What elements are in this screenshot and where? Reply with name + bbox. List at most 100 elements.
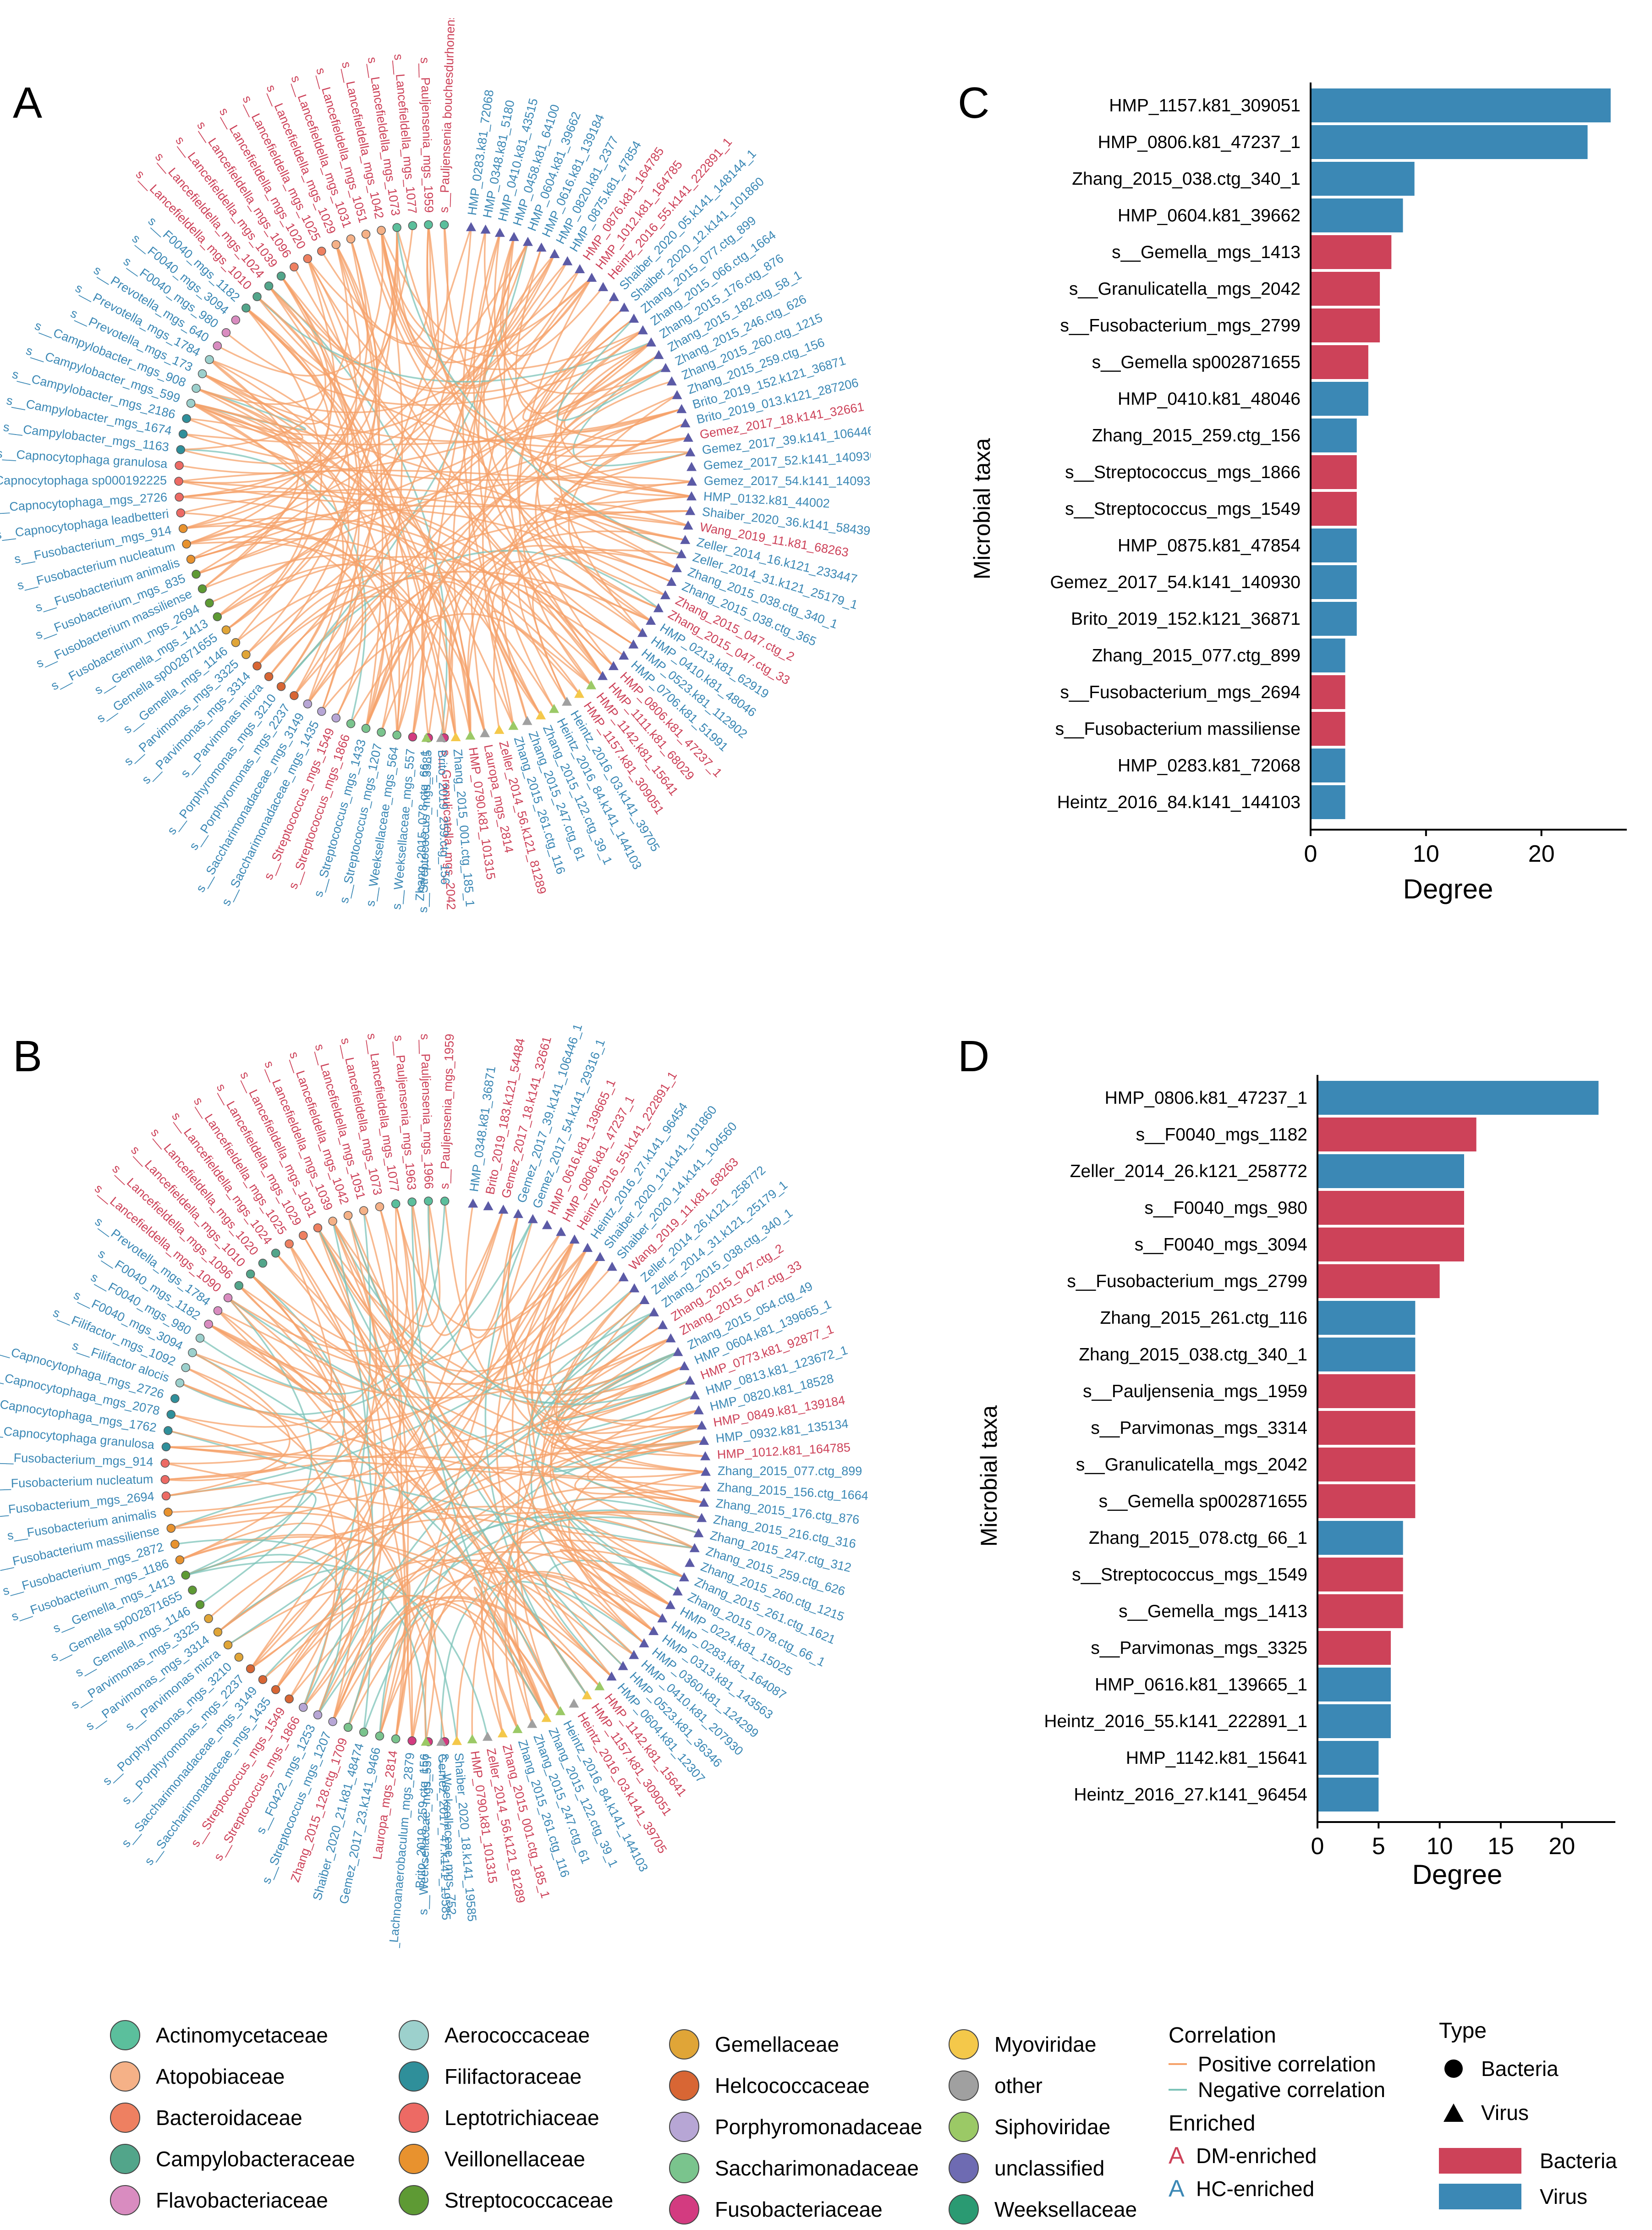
bacteria-node: [223, 1293, 233, 1303]
positive-edge: [217, 556, 604, 677]
family-label: Saccharimonadaceae: [715, 2156, 919, 2180]
bacteria-node: [174, 477, 183, 486]
positive-edge: [186, 253, 555, 545]
bacteria-node: [290, 691, 299, 700]
negative-edge: [170, 1491, 317, 1606]
positive-edge: [171, 1338, 671, 1529]
x-tick-label: 15: [1487, 1833, 1514, 1860]
positive-edge: [473, 1586, 561, 1718]
family-label: Siphoviridae: [994, 2115, 1111, 2139]
bacteria-node: [285, 1694, 294, 1704]
category-label: s__Fusobacterium_mgs_2694: [1060, 683, 1301, 702]
bar-s__Pauljensenia_mgs_1959: [1317, 1374, 1416, 1408]
negative-edge: [256, 296, 652, 383]
bar-Zhang_2015_259.ctg_156: [1311, 418, 1357, 452]
legend-family-item: Bacteroidaceae: [110, 2097, 355, 2138]
virus-node: [555, 1706, 565, 1715]
category-label: Gemez_2017_54.k141_140930: [1050, 573, 1301, 592]
positive-edge: [456, 1549, 685, 1741]
bacteria-node: [213, 1627, 223, 1637]
bar-s__Granulicatella_mgs_2042: [1311, 272, 1380, 306]
bacteria-node: [271, 1249, 280, 1258]
virus-node: [639, 1638, 649, 1647]
bacteria-node: [252, 292, 262, 301]
legend-family-column-4: Myoviridae other Siphoviridae unclassified W…: [949, 2024, 1137, 2230]
positive-edge: [554, 1338, 706, 1457]
virus-fill-swatch: [1439, 2184, 1521, 2209]
bacteria-node: [377, 727, 386, 737]
positive-edge: [217, 1310, 695, 1549]
bacteria-node: [343, 1211, 353, 1220]
legend-family-item: Atopobiaceae: [110, 2056, 355, 2097]
bacteria-node: [361, 230, 371, 239]
legend-type-bacteria: Bacteria: [1439, 2047, 1559, 2091]
virus-node: [685, 1558, 695, 1567]
correlation-title: Correlation: [1169, 2023, 1276, 2048]
category-label: Heintz_2016_84.k141_144103: [1057, 793, 1301, 812]
bar-Zhang_2015_077.ctg_899: [1311, 639, 1345, 672]
legend-family-column-2: Aerococcaceae Filifactoraceae Leptotrichia…: [399, 2015, 613, 2221]
family-swatch-icon: [110, 2103, 140, 2133]
positive-edge: [516, 307, 651, 622]
positive-edge: [365, 230, 403, 729]
negative-edge: [572, 354, 691, 467]
bacteria-node: [299, 1231, 308, 1240]
positive-edge: [547, 367, 692, 497]
positive-edge: [500, 237, 689, 442]
positive-label: Positive correlation: [1198, 2052, 1376, 2076]
bacteria-node: [407, 1736, 417, 1745]
bacteria-node: [331, 240, 341, 249]
positive-edge: [180, 488, 682, 555]
virus-node: [606, 1671, 617, 1681]
legend-family-item: Fusobacteriaceae: [669, 2189, 922, 2230]
positive-edge: [424, 1266, 613, 1742]
positive-edge: [168, 1414, 282, 1455]
virus-node: [513, 1209, 523, 1218]
ylabel-c: Microbial taxa: [969, 438, 995, 580]
bacteria-node: [408, 221, 417, 230]
positive-edge: [179, 490, 604, 677]
legend-family-item: Weeksellaceae: [949, 2189, 1137, 2230]
bacteria-node: [258, 1675, 268, 1684]
family-swatch-icon: [669, 2153, 699, 2183]
positive-edge: [250, 1231, 562, 1669]
legend-family-item: Siphoviridae: [949, 2106, 1137, 2147]
virus-node: [618, 1661, 628, 1670]
positive-edge: [480, 1496, 704, 1729]
positive-edge: [181, 285, 327, 451]
family-label: unclassified: [994, 2156, 1105, 2180]
negative-edge: [556, 318, 666, 421]
virus-node: [660, 363, 671, 372]
bacteria-node: [391, 1199, 401, 1209]
bacteria-node: [164, 1426, 173, 1435]
bacteria-node: [192, 570, 201, 579]
positive-edge: [307, 258, 457, 738]
positive-edge: [235, 572, 604, 677]
positive-edge: [307, 577, 472, 736]
virus-node: [680, 534, 691, 544]
negative-edge: [227, 1311, 655, 1646]
virus-node: [657, 1613, 668, 1623]
positive-edge: [227, 1201, 431, 1352]
category-label: Heintz_2016_27.k141_96454: [1074, 1785, 1307, 1805]
virus-node: [522, 237, 533, 246]
positive-edge: [540, 1324, 691, 1429]
bar-Heintz_2016_55.k141_222891_1: [1317, 1704, 1391, 1738]
positive-edge: [554, 497, 682, 569]
virus-node: [629, 1650, 639, 1659]
positive-edge: [275, 1252, 561, 1712]
x-tick-label: 20: [1548, 1833, 1575, 1860]
virus-node: [436, 732, 446, 742]
family-label: Aerococcaceae: [445, 2023, 590, 2047]
virus-node: [574, 688, 585, 698]
bacteria-node: [258, 1259, 268, 1268]
bacteria-node: [241, 650, 251, 659]
positive-edge: [256, 510, 691, 667]
type-bacteria-label: Bacteria: [1481, 2057, 1559, 2081]
bacteria-node: [246, 1664, 255, 1674]
positive-edge: [256, 584, 445, 738]
positive-edge: [449, 496, 692, 738]
category-label: s__Gemella sp002871655: [1099, 1492, 1307, 1511]
virus-node: [685, 506, 696, 515]
category-label: s__Gemella_mgs_1413: [1112, 242, 1301, 262]
